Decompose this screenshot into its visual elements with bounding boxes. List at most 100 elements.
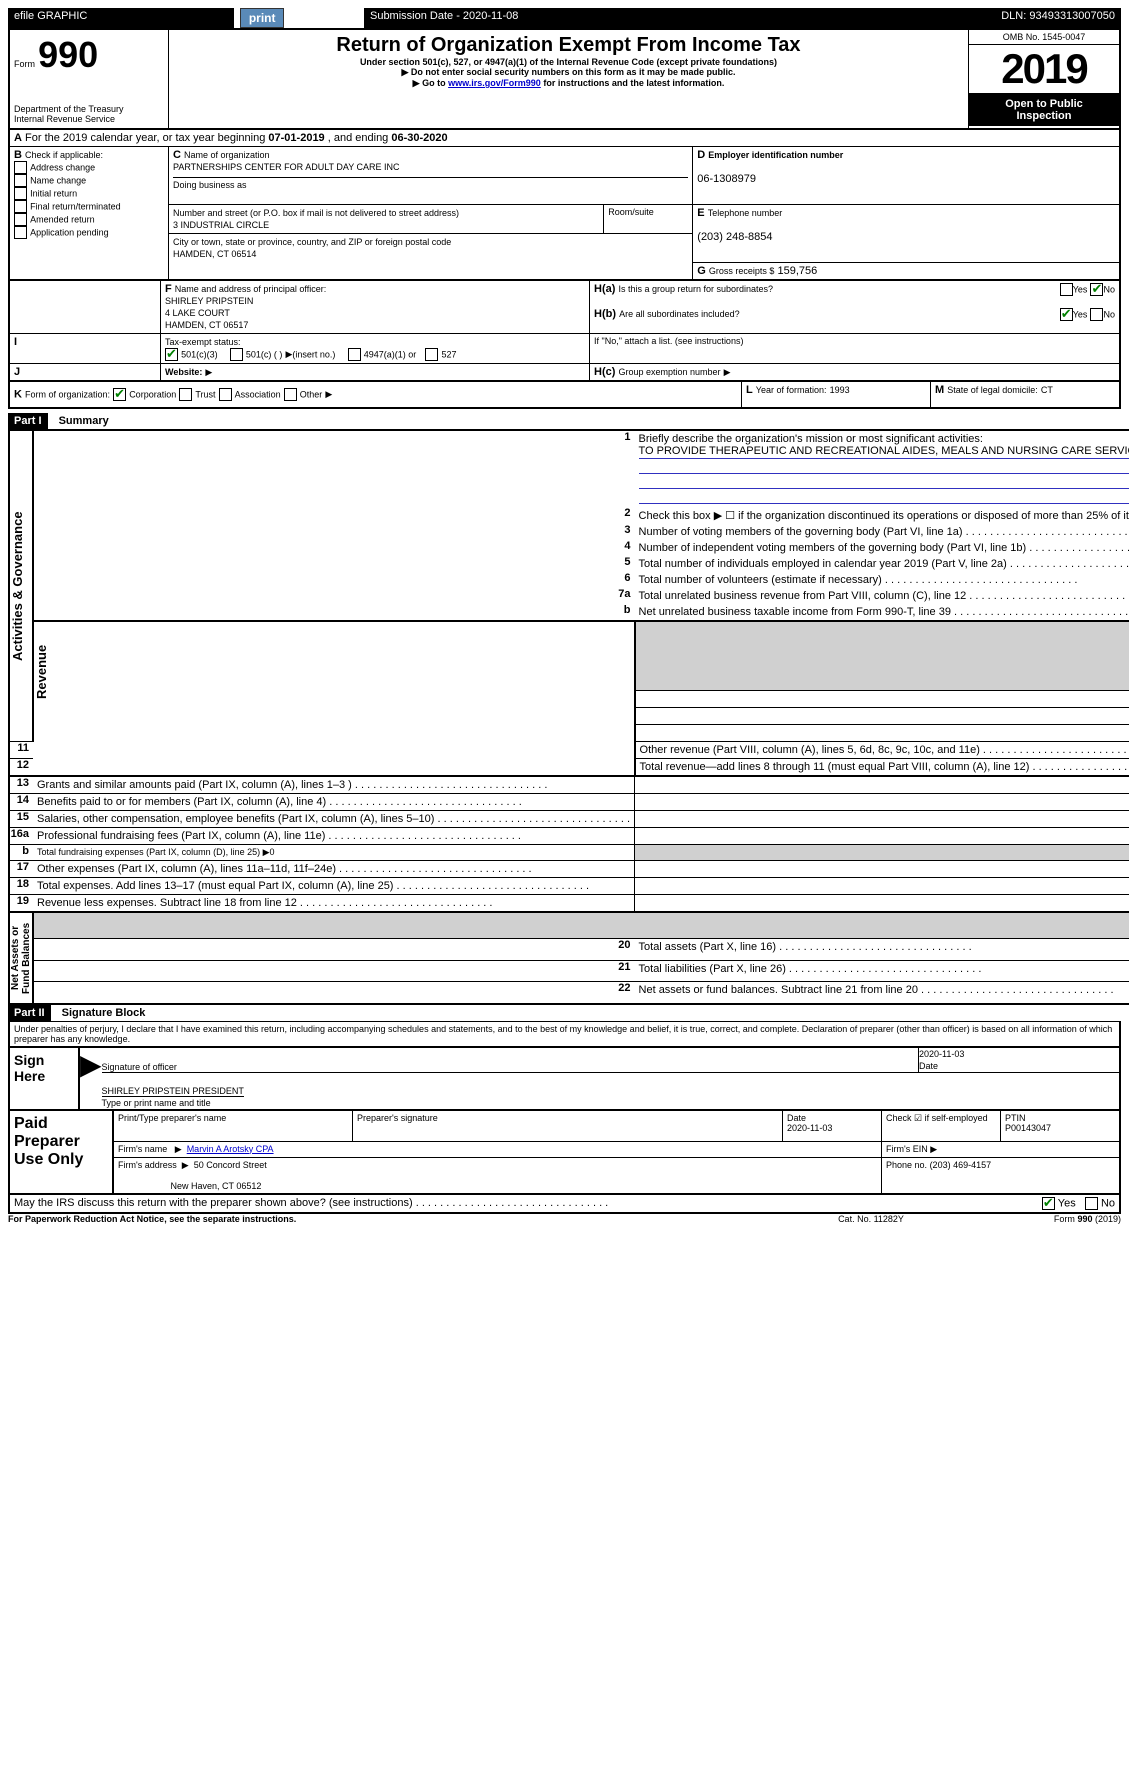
- sign-date-label: Date: [919, 1061, 938, 1071]
- side-revenue: Revenue: [34, 622, 49, 722]
- officer-name: SHIRLEY PRIPSTEIN: [165, 296, 253, 306]
- part2-heading: Signature Block: [54, 1007, 146, 1019]
- prep-date: 2020-11-03: [787, 1123, 832, 1133]
- goto-prefix: Go to: [422, 78, 446, 88]
- table-row: 3Number of voting members of the governi…: [9, 524, 1129, 540]
- pra-notice: For Paperwork Reduction Act Notice, see …: [8, 1214, 771, 1224]
- city-label: City or town, state or province, country…: [173, 237, 451, 247]
- ein-value: 06-1308979: [697, 173, 756, 185]
- table-row: 21Total liabilities (Part X, line 26)037…: [9, 960, 1129, 981]
- checkbox-amended[interactable]: [14, 213, 27, 226]
- part2-tab: Part II: [8, 1005, 51, 1021]
- table-row: 13Grants and similar amounts paid (Part …: [9, 776, 1129, 794]
- open-public-1: Open to Public: [1005, 98, 1083, 110]
- ptin-label: PTIN: [1005, 1113, 1026, 1123]
- prep-sig-label: Preparer's signature: [353, 1111, 783, 1142]
- checkbox-ha-no[interactable]: [1090, 283, 1103, 296]
- sig-officer-label: Signature of officer: [102, 1062, 918, 1072]
- firm-addr: 50 Concord Street: [194, 1160, 267, 1170]
- print-button[interactable]: print: [240, 8, 285, 28]
- q2-text: Check this box ▶ ☐ if the organization d…: [635, 507, 1129, 525]
- checkbox-discuss-no[interactable]: [1085, 1197, 1098, 1210]
- table-row: 15Salaries, other compensation, employee…: [9, 810, 1129, 827]
- top-bar: efile GRAPHIC print Submission Date - 20…: [8, 8, 1121, 28]
- table-row: 18Total expenses. Add lines 13–17 (must …: [9, 877, 1129, 894]
- checkbox-ha-yes[interactable]: [1060, 283, 1073, 296]
- checkbox-discuss-yes[interactable]: [1042, 1197, 1055, 1210]
- officer-addr1: 4 LAKE COURT: [165, 308, 230, 318]
- gross-receipts-value: 159,756: [778, 265, 818, 277]
- table-row: bNet unrelated business taxable income f…: [9, 604, 1129, 621]
- firm-city: New Haven, CT 06512: [171, 1181, 262, 1191]
- sign-date: 2020-11-03: [919, 1049, 964, 1059]
- checkbox-other[interactable]: [284, 388, 297, 401]
- cat-no: Cat. No. 11282Y: [771, 1214, 971, 1224]
- sign-here: Sign Here: [9, 1048, 79, 1110]
- q1-label: Briefly describe the organization's miss…: [639, 433, 983, 445]
- discuss-label: May the IRS discuss this return with the…: [14, 1197, 413, 1209]
- submission-date: Submission Date - 2020-11-08: [364, 8, 788, 28]
- line-a-prefix: For the 2019 calendar year, or tax year …: [25, 132, 265, 144]
- officer-label: Name and address of principal officer:: [175, 284, 326, 294]
- part1-heading: Summary: [51, 415, 109, 427]
- table-row: bTotal fundraising expenses (Part IX, co…: [9, 844, 1129, 860]
- table-row: 4Number of independent voting members of…: [9, 540, 1129, 556]
- side-governance: Activities & Governance: [10, 431, 25, 741]
- tax-year-end: 06-30-2020: [391, 132, 447, 144]
- checkbox-501c3[interactable]: [165, 348, 178, 361]
- open-public-2: Inspection: [1016, 110, 1071, 122]
- firm-name-link[interactable]: Marvin A Arotsky CPA: [187, 1144, 274, 1154]
- state-domicile: CT: [1041, 385, 1053, 395]
- table-row: 5Total number of individuals employed in…: [9, 556, 1129, 572]
- hc-label: Group exemption number: [618, 367, 720, 377]
- table-row: 19Revenue less expenses. Subtract line 1…: [9, 894, 1129, 912]
- line-a-mid: , and ending: [328, 132, 389, 144]
- gross-receipts-label: Gross receipts $: [709, 266, 775, 276]
- hb-note: If "No," attach a list. (see instruction…: [590, 333, 1121, 363]
- firm-phone: (203) 469-4157: [930, 1160, 992, 1170]
- phone-value: (203) 248-8854: [697, 231, 772, 243]
- dba-label: Doing business as: [173, 177, 688, 190]
- checkbox-final-return[interactable]: [14, 200, 27, 213]
- checkbox-application-pending[interactable]: [14, 226, 27, 239]
- firm-ein-label: Firm's EIN: [886, 1144, 928, 1154]
- officer-addr2: HAMDEN, CT 06517: [165, 320, 248, 330]
- form-subtitle: Under section 501(c), 527, or 4947(a)(1)…: [173, 57, 964, 67]
- checkbox-initial-return[interactable]: [14, 187, 27, 200]
- table-row: 7aTotal unrelated business revenue from …: [9, 588, 1129, 604]
- checkbox-527[interactable]: [425, 348, 438, 361]
- form-org-label: Form of organization:: [25, 389, 110, 399]
- website-label: Website:: [165, 367, 202, 377]
- efile-label: efile GRAPHIC: [8, 8, 234, 28]
- checkbox-address-change[interactable]: [14, 161, 27, 174]
- irs-link[interactable]: www.irs.gov/Form990: [448, 78, 541, 88]
- checkbox-trust[interactable]: [179, 388, 192, 401]
- org-name-label: Name of organization: [184, 150, 270, 160]
- q1-answer: TO PROVIDE THERAPEUTIC AND RECREATIONAL …: [639, 445, 1129, 457]
- checkbox-name-change[interactable]: [14, 174, 27, 187]
- declaration: Under penalties of perjury, I declare th…: [8, 1021, 1121, 1048]
- checkbox-corp[interactable]: [113, 388, 126, 401]
- checkbox-hb-no[interactable]: [1090, 308, 1103, 321]
- table-row: 20Total assets (Part X, line 16)40,26852…: [9, 939, 1129, 960]
- state-domicile-label: State of legal domicile:: [947, 385, 1038, 395]
- check-self-employed: Check ☑ if self-employed: [882, 1111, 1001, 1142]
- ein-label: Employer identification number: [708, 150, 843, 160]
- section-b: B Check if applicable: Address change Na…: [9, 147, 169, 280]
- ha-label: Is this a group return for subordinates?: [618, 284, 773, 294]
- table-row: 22Net assets or fund balances. Subtract …: [9, 981, 1129, 1003]
- table-row: 17Other expenses (Part IX, column (A), l…: [9, 860, 1129, 877]
- omb: OMB No. 1545-0047: [969, 30, 1119, 45]
- checkbox-assoc[interactable]: [219, 388, 232, 401]
- firm-addr-label: Firm's address: [118, 1160, 177, 1170]
- city-value: HAMDEN, CT 06514: [173, 249, 256, 259]
- form-prefix: Form: [14, 59, 35, 69]
- checkbox-hb-yes[interactable]: [1060, 308, 1073, 321]
- checkbox-501c[interactable]: [230, 348, 243, 361]
- paid-preparer: Paid Preparer Use Only: [9, 1111, 113, 1194]
- checkbox-4947[interactable]: [348, 348, 361, 361]
- dept-irs: Internal Revenue Service: [14, 114, 164, 124]
- addr-label: Number and street (or P.O. box if mail i…: [173, 208, 459, 218]
- form-number: 990: [38, 34, 98, 75]
- year-formation-label: Year of formation:: [756, 385, 827, 395]
